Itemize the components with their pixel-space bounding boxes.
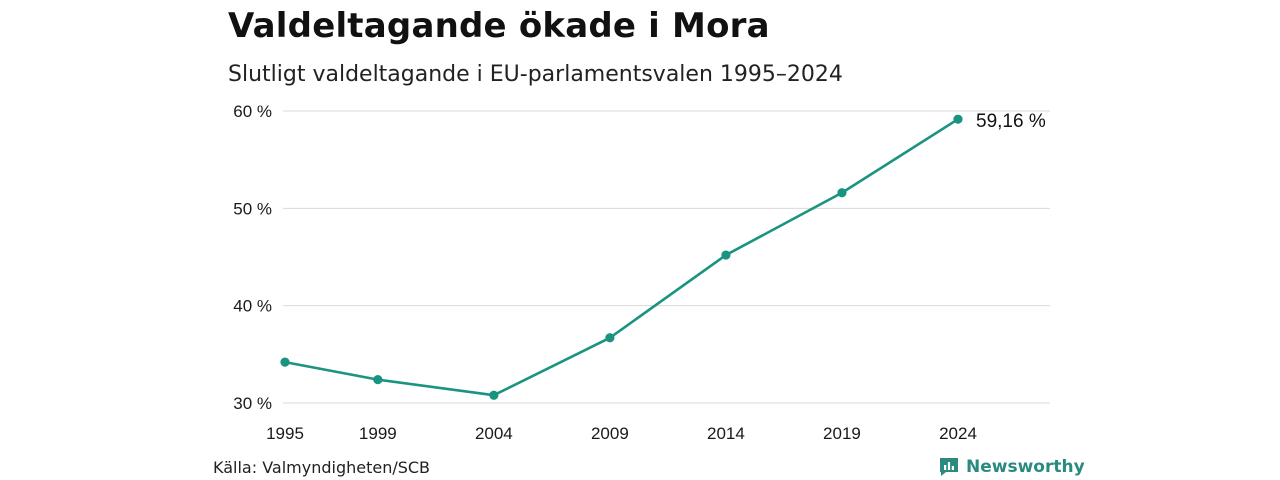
data-point-2019 bbox=[837, 188, 847, 198]
brand-name: Newsworthy bbox=[966, 457, 1085, 477]
x-axis: 1995 1999 2004 2009 2014 2019 2024 bbox=[266, 424, 977, 443]
data-points bbox=[280, 114, 963, 400]
x-tick-label: 1999 bbox=[359, 424, 397, 443]
chart-title: Valdeltagande ökade i Mora bbox=[228, 6, 770, 46]
data-point-2009 bbox=[605, 333, 615, 343]
x-tick-label: 2024 bbox=[939, 424, 977, 443]
x-tick-label: 2014 bbox=[707, 424, 745, 443]
bar-chart-speech-bubble-icon bbox=[940, 458, 958, 476]
data-point-1995 bbox=[280, 357, 290, 367]
data-labels: 59,16 % bbox=[976, 111, 1046, 132]
source-note: Källa: Valmyndigheten/SCB bbox=[213, 458, 431, 477]
y-tick-label: 50 % bbox=[233, 199, 272, 218]
y-axis: 30 % 40 % 50 % 60 % bbox=[233, 102, 272, 413]
y-tick-label: 30 % bbox=[233, 394, 272, 413]
data-point-1999 bbox=[373, 375, 383, 385]
chart-subtitle: Slutligt valdeltagande i EU-parlamentsva… bbox=[228, 62, 843, 87]
grid-lines bbox=[283, 110, 1050, 404]
data-point-2024 bbox=[953, 114, 963, 124]
series-lines bbox=[284, 118, 959, 397]
brand-logo: Newsworthy bbox=[938, 456, 1085, 478]
y-tick-label: 60 % bbox=[233, 102, 272, 121]
end-value-label: 59,16 % bbox=[976, 111, 1046, 132]
data-point-2014 bbox=[721, 250, 731, 260]
x-tick-label: 2019 bbox=[823, 424, 861, 443]
series-line bbox=[284, 118, 959, 397]
y-tick-label: 40 % bbox=[233, 297, 272, 316]
x-tick-label: 2004 bbox=[475, 424, 513, 443]
x-tick-label: 2009 bbox=[591, 424, 629, 443]
data-point-2004 bbox=[489, 390, 499, 400]
x-tick-label: 1995 bbox=[266, 424, 304, 443]
